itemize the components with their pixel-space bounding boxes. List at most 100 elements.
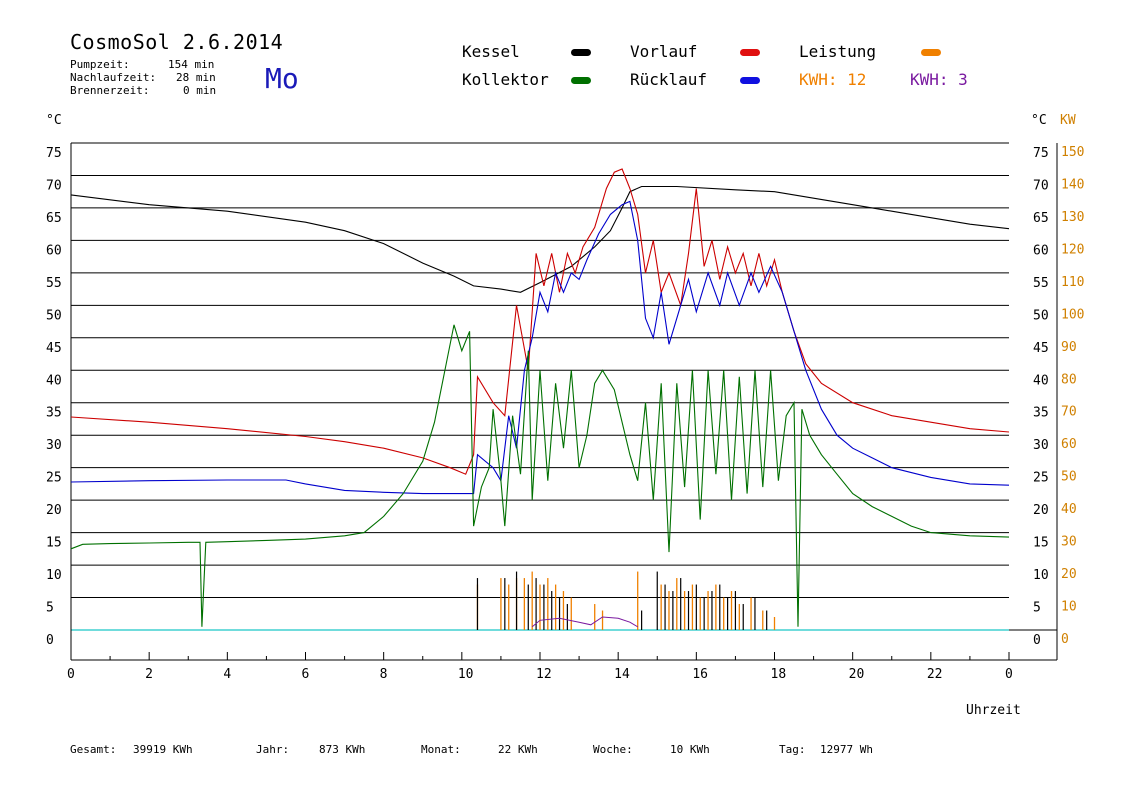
series-vorlauf (70, 168, 1010, 475)
series-ruecklauf (70, 200, 1010, 495)
y-tick-left: 45 (46, 341, 62, 356)
x-tick-label: 6 (302, 667, 310, 682)
chart-title: CosmoSol 2.6.2014 (70, 30, 284, 54)
x-tick-label: 4 (223, 667, 231, 682)
legend-ruecklauf-swatch (740, 77, 760, 84)
chart-axes (70, 143, 1058, 661)
y-tick-left: 75 (46, 146, 62, 161)
y-tick-left: 40 (46, 373, 62, 388)
y-tick-left: 0 (46, 633, 54, 648)
y2-tick-power: 0 (1061, 632, 1069, 647)
y-tick-right: 65 (1033, 211, 1049, 226)
x-tick-label: 2 (145, 667, 153, 682)
y-tick-left: 30 (46, 438, 62, 453)
brennerzeit-value: 0 min (183, 84, 217, 97)
monat-label: Monat: (421, 743, 461, 756)
gesamt-value: 39919 KWh (133, 743, 193, 756)
y-tick-left: 50 (46, 308, 62, 323)
y2-tick-power: 40 (1061, 502, 1077, 517)
y2-tick-power: 100 (1061, 307, 1084, 322)
y2-tick-power: 10 (1061, 600, 1077, 615)
y-tick-right: 60 (1033, 243, 1049, 258)
y-tick-left: 15 (46, 536, 62, 551)
y2-tick-power: 60 (1061, 437, 1077, 452)
y-axis-power-unit: KW (1060, 113, 1076, 128)
legend-ruecklauf-label: Rücklauf (630, 70, 708, 89)
y2-tick-power: 110 (1061, 275, 1084, 290)
y-tick-left: 65 (46, 211, 62, 226)
x-tick-label: 20 (849, 667, 865, 682)
legend-vorlauf-label: Vorlauf (630, 42, 698, 61)
y-tick-left: 10 (46, 568, 62, 583)
y-tick-right: 30 (1033, 438, 1049, 453)
x-tick-label: 14 (614, 667, 630, 682)
pumpzeit-value: 154 min (168, 58, 215, 71)
power-spikes (476, 571, 776, 630)
gesamt-label: Gesamt: (70, 743, 117, 756)
y2-tick-power: 130 (1061, 210, 1084, 225)
legend-kessel-swatch (571, 49, 591, 56)
y2-tick-power: 70 (1061, 405, 1077, 420)
y2-tick-power: 140 (1061, 177, 1084, 192)
x-tick-label: 0 (67, 667, 75, 682)
y-tick-right: 5 (1033, 601, 1041, 616)
monat-value: 22 KWh (498, 743, 538, 756)
x-tick-label: 10 (458, 667, 474, 682)
y-tick-left: 60 (46, 243, 62, 258)
legend-kwh-secondary: KWH: 3 (910, 70, 968, 89)
x-axis-label: Uhrzeit (966, 703, 1021, 718)
y2-tick-power: 90 (1061, 340, 1077, 355)
tag-label: Tag: (779, 743, 806, 756)
y-tick-right: 35 (1033, 406, 1049, 421)
y-tick-right: 15 (1033, 536, 1049, 551)
x-tick-label: 16 (692, 667, 708, 682)
pumpzeit-label: Pumpzeit: (70, 58, 130, 71)
y2-tick-power: 30 (1061, 535, 1077, 550)
y-tick-right: 55 (1033, 276, 1049, 291)
y-tick-right: 25 (1033, 471, 1049, 486)
jahr-value: 873 KWh (319, 743, 366, 756)
y-tick-right: 45 (1033, 341, 1049, 356)
y-tick-left: 20 (46, 503, 62, 518)
y2-tick-power: 80 (1061, 372, 1077, 387)
y-tick-right: 75 (1033, 146, 1049, 161)
series-kessel (70, 185, 1010, 293)
y2-tick-power: 50 (1061, 470, 1077, 485)
y-tick-right: 50 (1033, 308, 1049, 323)
y-tick-right: 0 (1033, 633, 1041, 648)
y2-tick-power: 20 (1061, 567, 1077, 582)
chart-series (70, 168, 1010, 627)
y-axis-unit-right: °C (1031, 113, 1047, 128)
y2-tick-power: 120 (1061, 242, 1084, 257)
kwh-secondary-curve (531, 616, 638, 628)
chart-grid (71, 142, 1057, 631)
x-tick-label: 18 (771, 667, 787, 682)
brennerzeit-label: Brennerzeit: (70, 84, 150, 97)
y-tick-left: 35 (46, 406, 62, 421)
tag-value: 12977 Wh (820, 743, 873, 756)
woche-label: Woche: (593, 743, 633, 756)
y-axis-unit-left: °C (46, 113, 62, 128)
series-kollektor (70, 324, 1010, 627)
y-tick-left: 55 (46, 276, 62, 291)
y2-tick-power: 150 (1061, 145, 1084, 160)
nachlaufzeit-value: 28 min (176, 71, 216, 84)
legend-kollektor-label: Kollektor (462, 70, 549, 89)
day-of-week: Mo (265, 62, 299, 95)
legend-kwh-solar: KWH: 12 (799, 70, 867, 89)
y-tick-right: 40 (1033, 373, 1049, 388)
woche-value: 10 KWh (670, 743, 710, 756)
y-tick-left: 25 (46, 471, 62, 486)
legend-vorlauf-swatch (740, 49, 760, 56)
x-tick-label: 22 (927, 667, 943, 682)
legend-leistung-label: Leistung (799, 42, 877, 61)
nachlaufzeit-label: Nachlaufzeit: (70, 71, 157, 84)
x-tick-label: 12 (536, 667, 552, 682)
y-tick-left: 5 (46, 601, 54, 616)
y-tick-right: 70 (1033, 178, 1049, 193)
x-tick-label: 8 (380, 667, 388, 682)
jahr-label: Jahr: (256, 743, 290, 756)
y-tick-right: 10 (1033, 568, 1049, 583)
